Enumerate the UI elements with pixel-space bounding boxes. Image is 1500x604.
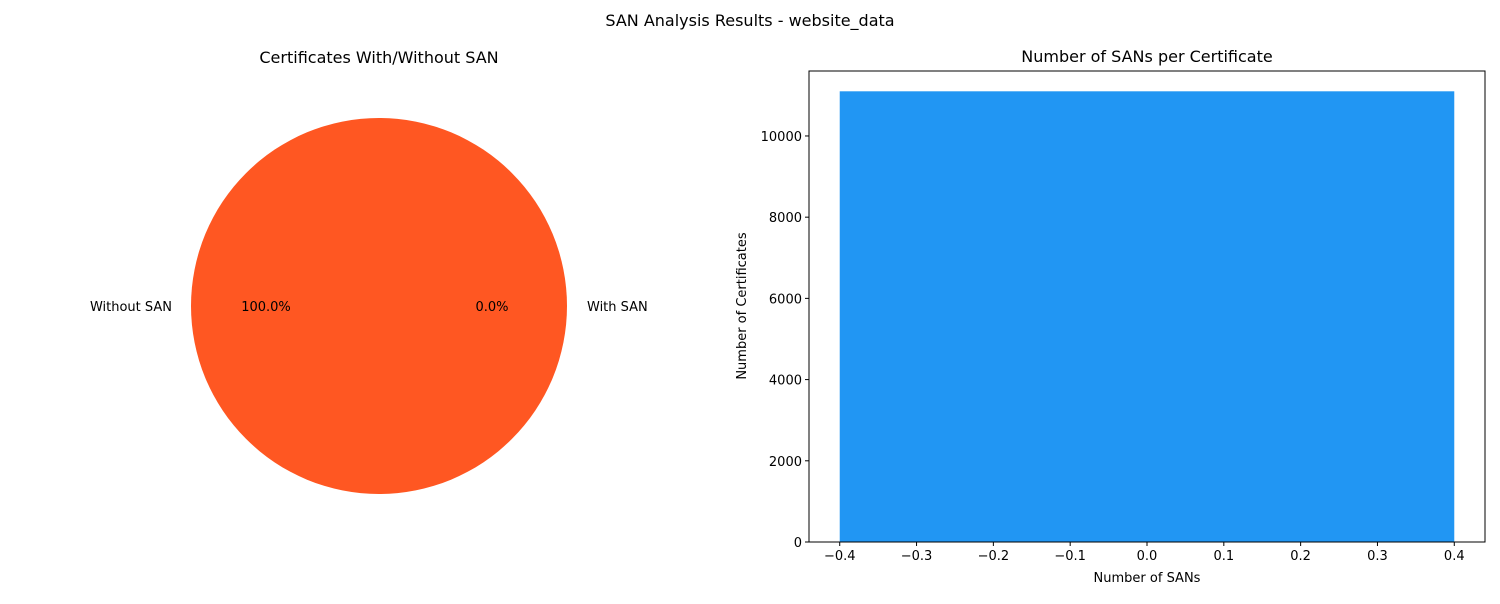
y-tick-label: 8000: [769, 211, 802, 226]
pie-pct-with-san: 0.0%: [475, 300, 508, 315]
pie-pct-without-san: 100.0%: [241, 300, 291, 315]
x-tick-label: −0.2: [978, 549, 1010, 564]
pie-chart: Certificates With/Without SAN With SAN W…: [90, 48, 648, 494]
x-tick-label: 0.0: [1137, 549, 1158, 564]
y-tick-label: 10000: [761, 130, 802, 145]
bar-ylabel: Number of Certificates: [735, 232, 750, 380]
bar-x-ticks: −0.4 −0.3 −0.2 −0.1 0.0 0.1 0.2 0.3 0.4: [824, 542, 1465, 564]
y-tick-label: 6000: [769, 292, 802, 307]
bar-marks: [839, 91, 1455, 542]
bar-title: Number of SANs per Certificate: [1021, 47, 1272, 66]
bar-xlabel: Number of SANs: [1094, 571, 1201, 586]
x-tick-label: −0.1: [1054, 549, 1086, 564]
x-tick-label: −0.4: [824, 549, 856, 564]
pie-label-with-san: With SAN: [587, 300, 648, 315]
pie-title: Certificates With/Without SAN: [259, 48, 498, 67]
pie-label-without-san: Without SAN: [90, 300, 172, 315]
y-tick-label: 0: [794, 536, 802, 551]
pie-slice-without-san: [191, 118, 567, 494]
x-tick-label: −0.3: [901, 549, 933, 564]
bar-y-ticks: 0 2000 4000 6000 8000 10000: [761, 130, 809, 551]
x-tick-label: 0.4: [1444, 549, 1465, 564]
y-tick-label: 2000: [769, 455, 802, 470]
bar-count-0: [839, 91, 1455, 542]
x-tick-label: 0.2: [1290, 549, 1311, 564]
x-tick-label: 0.1: [1213, 549, 1234, 564]
figure-suptitle: SAN Analysis Results - website_data: [605, 11, 894, 31]
x-tick-label: 0.3: [1367, 549, 1388, 564]
bar-chart: Number of SANs per Certificate −0.4 −0.3−…: [735, 47, 1486, 586]
y-tick-label: 4000: [769, 374, 802, 389]
pie-slices: [191, 118, 567, 494]
